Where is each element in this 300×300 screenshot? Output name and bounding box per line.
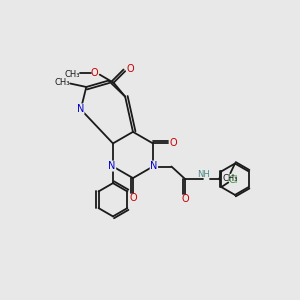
Text: O: O	[182, 194, 189, 204]
Text: O: O	[126, 64, 134, 74]
Text: N: N	[150, 161, 158, 171]
Text: Cl: Cl	[229, 175, 238, 185]
Text: O: O	[169, 138, 177, 148]
Text: CH₃: CH₃	[54, 78, 70, 87]
Text: NH: NH	[197, 169, 210, 178]
Text: CH₃: CH₃	[223, 174, 238, 183]
Text: N: N	[108, 161, 116, 171]
Text: CH₃: CH₃	[64, 70, 80, 79]
Text: O: O	[91, 68, 98, 79]
Text: N: N	[76, 104, 84, 114]
Text: O: O	[129, 193, 137, 203]
